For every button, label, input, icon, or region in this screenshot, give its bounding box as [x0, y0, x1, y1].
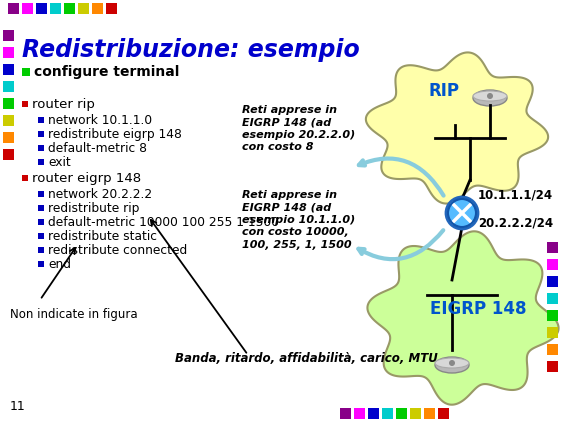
Bar: [50, 3, 61, 14]
Ellipse shape: [473, 90, 507, 106]
Bar: [354, 408, 365, 419]
Bar: [3, 30, 14, 41]
Text: router rip: router rip: [32, 98, 95, 111]
Bar: [38, 233, 44, 239]
Circle shape: [487, 93, 493, 99]
Bar: [78, 3, 89, 14]
Bar: [3, 64, 14, 75]
Bar: [340, 408, 351, 419]
Bar: [547, 344, 558, 355]
Bar: [424, 408, 435, 419]
Text: configure terminal: configure terminal: [34, 65, 180, 79]
Bar: [3, 149, 14, 160]
Ellipse shape: [435, 357, 469, 373]
Bar: [38, 191, 44, 197]
Text: redistribute eigrp 148: redistribute eigrp 148: [48, 128, 182, 141]
Text: redistribute static: redistribute static: [48, 230, 157, 243]
Bar: [38, 205, 44, 211]
Text: RIP: RIP: [428, 82, 459, 100]
Bar: [547, 361, 558, 372]
Text: network 10.1.1.0: network 10.1.1.0: [48, 114, 152, 127]
Text: 20.2.2.2/24: 20.2.2.2/24: [478, 216, 553, 229]
Bar: [547, 259, 558, 270]
Bar: [410, 408, 421, 419]
Bar: [106, 3, 117, 14]
Text: default-metric 8: default-metric 8: [48, 142, 147, 155]
Ellipse shape: [473, 91, 507, 101]
Bar: [22, 68, 30, 76]
Circle shape: [448, 199, 476, 227]
Bar: [64, 3, 75, 14]
Bar: [38, 219, 44, 225]
Bar: [438, 408, 449, 419]
Bar: [547, 293, 558, 304]
Bar: [36, 3, 47, 14]
Bar: [38, 159, 44, 165]
Bar: [3, 47, 14, 58]
Bar: [38, 145, 44, 151]
Bar: [38, 261, 44, 267]
Text: router eigrp 148: router eigrp 148: [32, 172, 141, 185]
Polygon shape: [366, 52, 548, 203]
Bar: [368, 408, 379, 419]
Bar: [8, 3, 19, 14]
Text: Reti apprese in
EIGRP 148 (ad
esempio 10.1.1.0)
con costo 10000,
100, 255, 1, 15: Reti apprese in EIGRP 148 (ad esempio 10…: [242, 190, 355, 249]
Bar: [382, 408, 393, 419]
Text: redistribute rip: redistribute rip: [48, 202, 140, 215]
Bar: [547, 327, 558, 338]
Circle shape: [449, 360, 455, 366]
Bar: [38, 131, 44, 137]
Bar: [3, 132, 14, 143]
Bar: [547, 276, 558, 287]
Bar: [38, 117, 44, 123]
Bar: [38, 247, 44, 253]
Bar: [3, 81, 14, 92]
Bar: [547, 310, 558, 321]
Circle shape: [446, 197, 478, 229]
Text: Banda, ritardo, affidabilità, carico, MTU: Banda, ritardo, affidabilità, carico, MT…: [175, 352, 438, 365]
Text: 11: 11: [10, 400, 26, 413]
Text: redistribute connected: redistribute connected: [48, 244, 187, 257]
Text: default-metric 10000 100 255 1 1500: default-metric 10000 100 255 1 1500: [48, 216, 279, 229]
Text: Redistribuzione: esempio: Redistribuzione: esempio: [22, 38, 360, 62]
Bar: [3, 115, 14, 126]
Text: 10.1.1.1/24: 10.1.1.1/24: [478, 188, 553, 201]
Text: Non indicate in figura: Non indicate in figura: [10, 308, 137, 321]
Bar: [3, 98, 14, 109]
Text: Reti apprese in
EIGRP 148 (ad
esempio 20.2.2.0)
con costo 8: Reti apprese in EIGRP 148 (ad esempio 20…: [242, 105, 355, 152]
Text: exit: exit: [48, 156, 71, 169]
Bar: [547, 242, 558, 253]
Text: end: end: [48, 258, 71, 271]
Ellipse shape: [435, 358, 469, 368]
Bar: [396, 408, 407, 419]
Polygon shape: [368, 231, 558, 405]
Bar: [92, 3, 103, 14]
Text: network 20.2.2.2: network 20.2.2.2: [48, 188, 152, 201]
Bar: [22, 101, 28, 107]
Text: EIGRP 148: EIGRP 148: [430, 300, 526, 318]
Bar: [22, 175, 28, 181]
Bar: [22, 3, 33, 14]
